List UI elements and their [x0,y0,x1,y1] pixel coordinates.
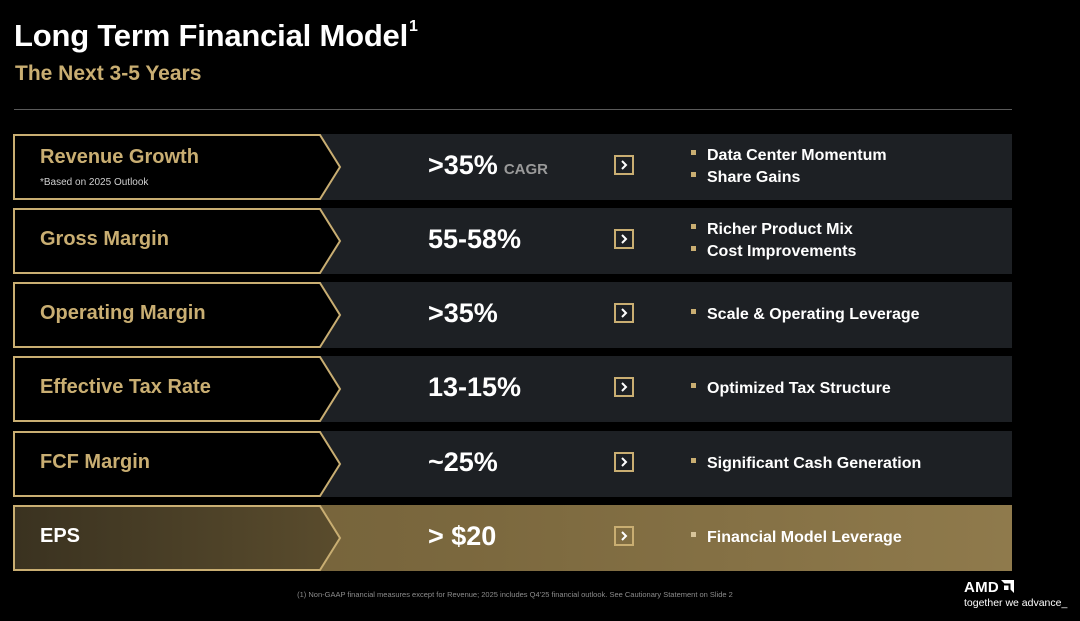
row-value: 55-58% [428,224,521,255]
brand-name: AMD [964,579,1000,596]
row-label: Revenue Growth [40,146,199,168]
footnote: (1) Non-GAAP financial measures except f… [297,590,733,599]
row-label: FCF Margin [40,451,150,473]
page-title: Long Term Financial Model1 [14,17,418,53]
row-value-number: ~25% [428,447,498,477]
row-points: Data Center Momentum Share Gains [691,145,887,189]
label-arrow-shape [13,356,342,422]
bullet-point: Data Center Momentum [691,145,887,167]
bullet-square-icon [691,309,696,315]
row-label: Effective Tax Rate [40,376,211,398]
table-row: Revenue Growth *Based on 2025 Outlook >35%… [13,134,1012,200]
row-value-number: >35% [428,298,498,328]
chevron-right-icon [614,377,634,397]
bullet-text: Optimized Tax Structure [707,380,891,397]
row-label: Gross Margin [40,228,169,250]
bullet-text: Significant Cash Generation [707,455,922,472]
bullet-point: Richer Product Mix [691,219,856,241]
row-points: Significant Cash Generation [691,453,921,475]
label-arrow-shape [13,208,342,274]
bullet-square-icon [691,150,696,156]
table-row: EPS > $20 Financial Model Leverage [13,505,1012,571]
bullet-point: Optimized Tax Structure [691,378,891,400]
chevron-right-icon [614,452,634,472]
bullet-point: Financial Model Leverage [691,527,902,549]
row-note: *Based on 2025 Outlook [40,177,149,188]
brand-tagline: together we advance_ [964,597,1068,609]
page-subtitle: The Next 3-5 Years [15,62,202,85]
row-points: Scale & Operating Leverage [691,304,920,326]
table-row: Operating Margin >35% Scale & Operating Le… [13,282,1012,348]
bullet-point: Share Gains [691,167,887,189]
row-points: Richer Product Mix Cost Improvements [691,219,856,263]
row-label: EPS [40,525,81,547]
row-value: >35% [428,298,498,329]
table-row: FCF Margin ~25% Significant Cash Generatio… [13,431,1012,497]
brand-logo: AMD [964,579,1067,596]
chevron-right-icon [614,155,634,175]
row-points: Optimized Tax Structure [691,378,891,400]
title-footnote-marker: 1 [409,17,418,35]
bullet-text: Share Gains [707,169,801,186]
row-value-number: >35% [428,150,498,180]
row-value: 13-15% [428,372,521,403]
bullet-square-icon [691,246,696,252]
chevron-right-icon [614,303,634,323]
brand-block: AMD together we advance_ [964,579,1067,609]
bullet-square-icon [691,383,696,389]
bullet-text: Scale & Operating Leverage [707,306,920,323]
bullet-text: Data Center Momentum [707,147,887,164]
bullet-square-icon [691,172,696,178]
chevron-right-icon [614,229,634,249]
row-label: Operating Margin [40,302,206,324]
bullet-text: Cost Improvements [707,243,857,260]
amd-arrow-icon [1001,579,1015,593]
bullet-square-icon [691,224,696,230]
label-arrow-shape [13,431,342,497]
bullet-text: Richer Product Mix [707,221,853,238]
bullet-square-icon [691,532,696,538]
label-arrow-shape [13,505,342,571]
table-row: Effective Tax Rate 13-15% Optimized Tax St… [13,356,1012,422]
table-row: Gross Margin 55-58% Richer Product Mix Cost… [13,208,1012,274]
bullet-text: Financial Model Leverage [707,529,902,546]
bullet-square-icon [691,458,696,464]
bullet-point: Significant Cash Generation [691,453,921,475]
bullet-point: Cost Improvements [691,241,856,263]
label-arrow-shape [13,134,342,200]
header-divider [14,109,1012,110]
bullet-point: Scale & Operating Leverage [691,304,920,326]
label-arrow-shape [13,282,342,348]
row-value-number: 13-15% [428,372,522,402]
row-value: >35% CAGR [428,150,548,181]
row-value: ~25% [428,447,498,478]
row-value-number: > $20 [428,521,497,551]
row-value-number: 55-58% [428,224,522,254]
chevron-right-icon [614,526,634,546]
row-value-unit: CAGR [503,161,548,178]
row-value: > $20 [428,521,496,552]
row-points: Financial Model Leverage [691,527,902,549]
